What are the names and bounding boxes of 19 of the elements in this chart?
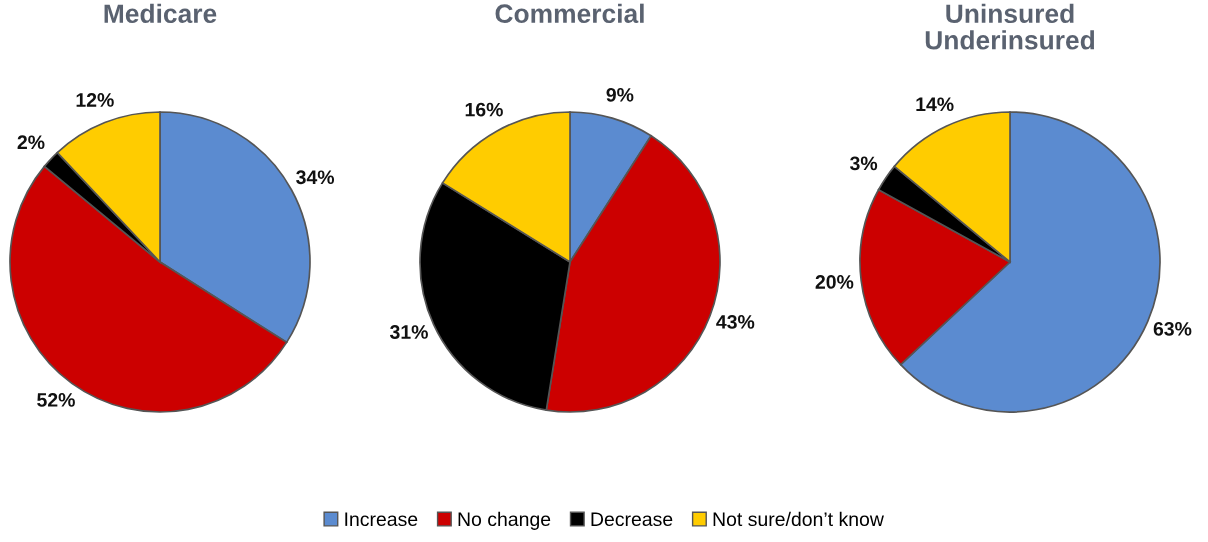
legend-label: No change xyxy=(458,511,551,530)
legend-label: Increase xyxy=(345,512,418,527)
chart-title: Uninsured Underinsured xyxy=(925,3,1095,50)
data-label: 2% xyxy=(17,135,45,150)
chart-title: Medicare xyxy=(104,3,217,24)
data-label: 43% xyxy=(716,315,755,329)
legend-label: Not sure/don’t know xyxy=(713,511,884,527)
data-label: 52% xyxy=(37,393,75,407)
legend-label: Decrease xyxy=(591,512,673,527)
data-label: 63% xyxy=(1153,321,1192,336)
data-label: 34% xyxy=(296,170,335,185)
data-label: 31% xyxy=(389,325,428,339)
data-label: 20% xyxy=(815,275,854,289)
data-label: 16% xyxy=(465,102,503,117)
data-label: 14% xyxy=(916,97,954,112)
data-label: 3% xyxy=(850,156,878,171)
chart-title: Commercial xyxy=(495,3,644,24)
data-label: 12% xyxy=(76,93,114,107)
data-label: 9% xyxy=(606,87,634,102)
